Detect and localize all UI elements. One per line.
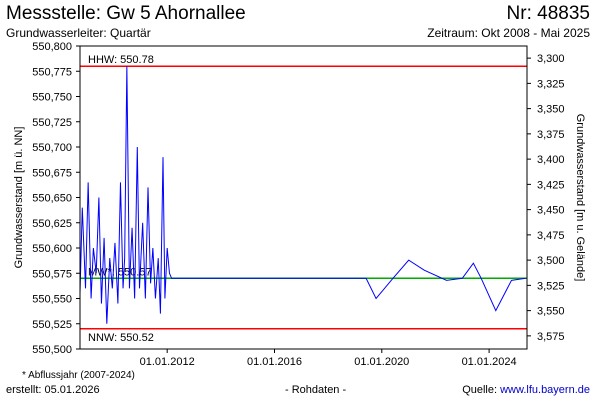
reference-label: MW*: 550.57 (88, 266, 152, 278)
y2-tick-label: 3,400 (537, 154, 565, 166)
plot-frame (79, 45, 528, 350)
y2-tick-label: 3,500 (537, 255, 565, 267)
x-tick-label: 01.01.2020 (354, 356, 409, 368)
y-tick-label: 550,650 (32, 193, 72, 205)
y-axis-title: Grundwasserstand [m ü. NN] (13, 127, 25, 269)
x-tick-label: 01.01.2016 (247, 356, 302, 368)
source-link[interactable]: www.lfu.bayern.de (500, 384, 590, 396)
y-tick-label: 550,700 (32, 142, 72, 154)
source: Quelle: www.lfu.bayern.de (462, 384, 590, 396)
y2-tick-label: 3,375 (537, 129, 565, 141)
y-tick-label: 550,750 (32, 92, 72, 104)
y2-tick-label: 3,350 (537, 104, 565, 116)
y-tick-label: 550,675 (32, 167, 72, 179)
y2-tick-label: 3,425 (537, 179, 565, 191)
source-label: Quelle: (462, 384, 501, 396)
y-tick-label: 550,725 (32, 117, 72, 129)
y-tick-label: 550,575 (32, 268, 72, 280)
y-tick-label: 550,525 (32, 319, 72, 331)
y2-tick-label: 3,550 (537, 306, 565, 318)
y2-tick-label: 3,475 (537, 230, 565, 242)
page-title: Messstelle: Gw 5 Ahornallee (6, 3, 246, 24)
footnote: * Abflussjahr (2007-2024) (22, 370, 135, 381)
series-line (79, 66, 526, 324)
y-tick-label: 550,500 (32, 344, 72, 356)
y2-tick-label: 3,575 (537, 331, 565, 343)
created-date: erstellt: 05.01.2026 (6, 384, 100, 396)
y-tick-label: 550,625 (32, 218, 72, 230)
time-period: Zeitraum: Okt 2008 - Mai 2025 (427, 26, 590, 40)
y2-tick-label: 3,525 (537, 280, 565, 292)
y2-tick-label: 3,325 (537, 78, 565, 90)
x-tick-label: 01.01.2012 (140, 356, 195, 368)
y2-axis-title: Grundwasserstand [m u. Gelände] (574, 114, 586, 282)
x-tick-label: 01.01.2024 (462, 356, 517, 368)
reference-label: NNW: 550.52 (88, 332, 154, 344)
y2-tick-label: 3,450 (537, 205, 565, 217)
y-tick-label: 550,800 (32, 41, 72, 53)
station-number: Nr: 48835 (506, 3, 590, 24)
data-type-label: - Rohdaten - (285, 384, 347, 396)
reference-label: HHW: 550.78 (88, 54, 154, 66)
y2-tick-label: 3,300 (537, 53, 565, 65)
y-tick-label: 550,775 (32, 66, 72, 78)
y-tick-label: 550,550 (32, 294, 72, 306)
y-tick-label: 550,600 (32, 243, 72, 255)
aquifer-label: Grundwasserleiter: Quartär (6, 26, 151, 40)
